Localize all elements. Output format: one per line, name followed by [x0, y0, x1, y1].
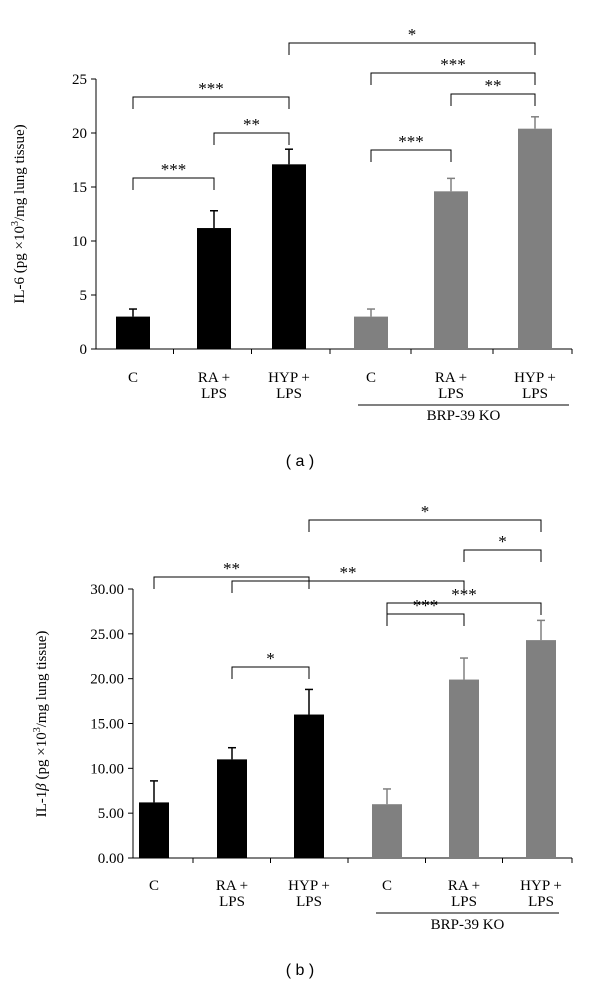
significance-bracket [386, 613, 465, 626]
significance-label: *** [440, 55, 466, 74]
y-axis-label-part: (pg ×10 [34, 732, 50, 783]
significance-bracket [153, 576, 310, 589]
category-label: C [382, 878, 392, 894]
significance-bracket [386, 602, 542, 615]
category-label: RA + [216, 878, 248, 894]
bar [217, 759, 247, 858]
category-label: HYP + [520, 878, 562, 894]
category-label: C [128, 370, 138, 386]
bar [518, 128, 552, 349]
y-tick-label: 15 [72, 180, 87, 196]
category-label: LPS [276, 386, 302, 402]
y-axis-label-part: 3 [32, 727, 43, 732]
panel-label: ( b ) [286, 962, 314, 979]
significance-bracket [370, 72, 536, 85]
bar [272, 164, 306, 349]
y-axis-label-part: β [34, 783, 50, 792]
y-axis-label: IL-1β (pg ×103/mg lung tissue) [32, 631, 50, 818]
category-label: LPS [296, 894, 322, 910]
category-label: RA + [198, 370, 230, 386]
group-label: BRP-39 KO [431, 917, 505, 933]
significance-bracket [450, 93, 536, 106]
bar [434, 191, 468, 349]
significance-bracket [231, 580, 465, 593]
category-label: LPS [219, 894, 245, 910]
significance-label: * [266, 649, 275, 668]
significance-label: *** [451, 585, 477, 604]
significance-label: *** [161, 160, 187, 179]
bar [116, 316, 150, 349]
y-axis-label-part: 3 [10, 221, 21, 226]
y-tick-label: 25.00 [90, 627, 124, 643]
y-tick-label: 10 [72, 234, 87, 250]
category-label: LPS [438, 386, 464, 402]
y-tick-label: 25 [72, 72, 87, 88]
bar [526, 640, 556, 858]
category-label: HYP + [514, 370, 556, 386]
y-tick-label: 0 [80, 342, 88, 358]
category-label: C [149, 878, 159, 894]
bar [294, 714, 324, 858]
category-label: LPS [528, 894, 554, 910]
significance-label: *** [398, 132, 424, 151]
y-axis-label-part: IL-1 [34, 791, 50, 818]
category-label: RA + [448, 878, 480, 894]
y-tick-label: 10.00 [90, 761, 124, 777]
y-axis-label-part: IL-6 (pg ×10 [12, 226, 28, 304]
y-axis-label: IL-6 (pg ×103/mg lung tissue) [10, 124, 28, 303]
significance-label: ** [485, 76, 502, 95]
significance-bracket [288, 42, 536, 55]
significance-bracket [308, 519, 542, 532]
y-tick-label: 15.00 [90, 717, 124, 733]
significance-bracket [213, 132, 290, 145]
significance-bracket [132, 96, 290, 109]
significance-bracket [132, 177, 215, 190]
significance-label: * [498, 532, 507, 551]
y-tick-label: 20.00 [90, 672, 124, 688]
y-tick-label: 20 [72, 126, 87, 142]
category-label: RA + [435, 370, 467, 386]
significance-bracket [231, 666, 310, 679]
y-tick-label: 30.00 [90, 582, 124, 598]
significance-bracket [463, 549, 542, 562]
significance-label: ** [223, 559, 240, 578]
significance-label: * [421, 502, 430, 521]
significance-label: ** [340, 563, 357, 582]
y-tick-label: 0.00 [98, 851, 124, 867]
bar [449, 679, 479, 858]
category-label: HYP + [268, 370, 310, 386]
y-tick-label: 5 [80, 288, 88, 304]
bar [354, 316, 388, 349]
category-label: C [366, 370, 376, 386]
category-label: HYP + [288, 878, 330, 894]
category-label: LPS [522, 386, 548, 402]
y-axis-label-part: /mg lung tissue) [34, 631, 50, 728]
category-label: LPS [201, 386, 227, 402]
significance-label: ** [243, 115, 260, 134]
group-label: BRP-39 KO [427, 408, 501, 424]
panel-label: ( a ) [286, 453, 314, 470]
y-axis-label-part: /mg lung tissue) [12, 124, 28, 221]
significance-label: *** [413, 596, 439, 615]
y-tick-label: 5.00 [98, 806, 124, 822]
bar [139, 802, 169, 858]
significance-bracket [370, 149, 452, 162]
category-label: LPS [451, 894, 477, 910]
bar [372, 804, 402, 858]
significance-label: *** [198, 79, 224, 98]
bar [197, 228, 231, 349]
significance-label: * [408, 25, 417, 44]
